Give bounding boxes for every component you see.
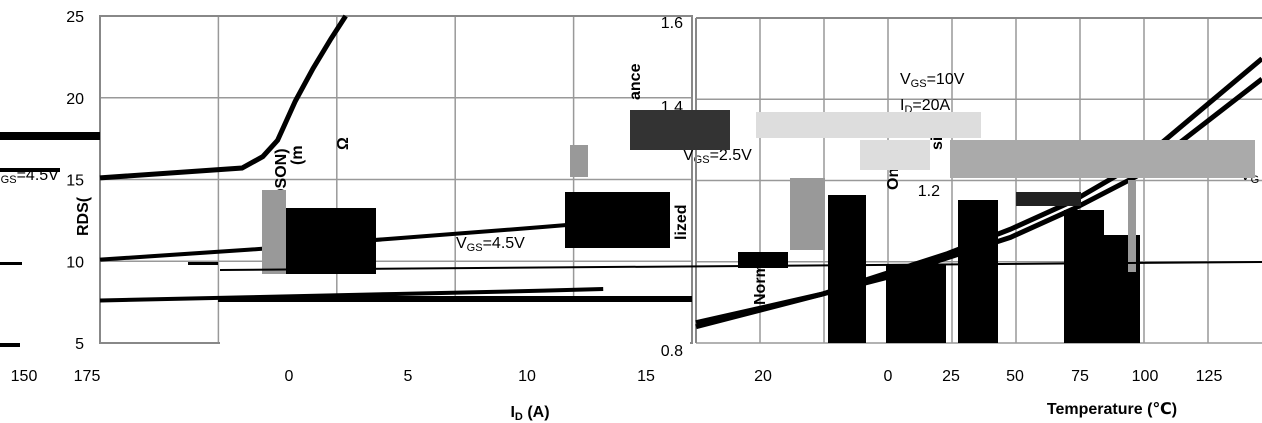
x-tick-label: 125 [1196, 368, 1223, 385]
y-axis-label-fragment: Norm [752, 263, 769, 305]
series-annotation-id-20a: ID=20A [900, 97, 951, 116]
overlay-artifacts [0, 110, 1262, 347]
artifact-block [630, 110, 730, 150]
artifact-block-white [220, 300, 690, 345]
y-axis-label-fragment: DSON) [273, 148, 290, 200]
y-axis-label-fragment: (m [289, 145, 306, 165]
x-tick-label: 0 [285, 368, 294, 385]
x-axis-title: Temperature (℃) [1047, 401, 1177, 418]
y-axis-label-fragment: ance [627, 63, 644, 100]
artifact-bar [1128, 180, 1136, 272]
artifact-block [286, 208, 376, 274]
series-annotation-vgs-10v: VGS=10V [900, 71, 965, 90]
artifact-bar [0, 343, 20, 347]
artifact-block-gray [570, 145, 588, 177]
x-tick-label: 10 [518, 368, 536, 385]
artifact-block-light [756, 112, 981, 138]
x-tick-label: 5 [404, 368, 413, 385]
y-tick-label: 1.2 [918, 183, 940, 200]
artifact-block [828, 195, 866, 343]
series-annotation-vgs-2-5v: VGS=2.5V [683, 147, 752, 166]
y-tick-label: 5 [75, 336, 84, 353]
artifact-block [738, 252, 788, 268]
artifact-bar [1016, 192, 1081, 206]
y-axis-unit-fragment: Ω [335, 137, 352, 150]
artifact-block-gray [950, 140, 1255, 178]
series-line-1 [99, 14, 348, 181]
artifact-block-light [860, 140, 930, 170]
y-tick-label: 15 [66, 173, 84, 190]
series-line-3 [99, 287, 604, 303]
series-annotation-vgs-4-5v: VGS=4.5V [456, 235, 525, 254]
artifact-bar [218, 296, 692, 302]
y-axis-label-fragment: RDS( [75, 196, 92, 236]
x-tick-label: 175 [74, 368, 101, 385]
y-tick-label: 1.6 [661, 15, 683, 32]
artifact-block-gray [790, 178, 825, 250]
y-tick-label: 0.8 [661, 343, 683, 360]
artifact-block-gray [262, 190, 286, 274]
y-axis-label-fragment: lized [673, 204, 690, 240]
x-tick-label: 25 [942, 368, 960, 385]
series-line-2 [99, 220, 604, 262]
x-tick-label: 20 [754, 368, 772, 385]
artifact-bar [188, 262, 218, 265]
x-axis-title: ID (A) [510, 404, 549, 423]
artifact-bar [0, 262, 22, 265]
x-tick-label: 15 [637, 368, 655, 385]
x-tick-label: 0 [884, 368, 893, 385]
artifact-line [219, 261, 1262, 271]
artifact-block [958, 200, 998, 343]
artifact-bar [0, 132, 100, 140]
y-tick-label: 20 [66, 91, 84, 108]
artifact-block [1064, 210, 1104, 343]
artifact-block [565, 192, 670, 248]
y-tick-label: 10 [66, 254, 84, 271]
x-tick-label: 150 [11, 368, 38, 385]
artifact-bar [0, 168, 60, 172]
x-tick-label: 100 [1132, 368, 1159, 385]
x-tick-label: 50 [1006, 368, 1024, 385]
y-tick-label: 25 [66, 9, 84, 26]
artifact-block [886, 265, 946, 343]
x-tick-label: 75 [1071, 368, 1089, 385]
